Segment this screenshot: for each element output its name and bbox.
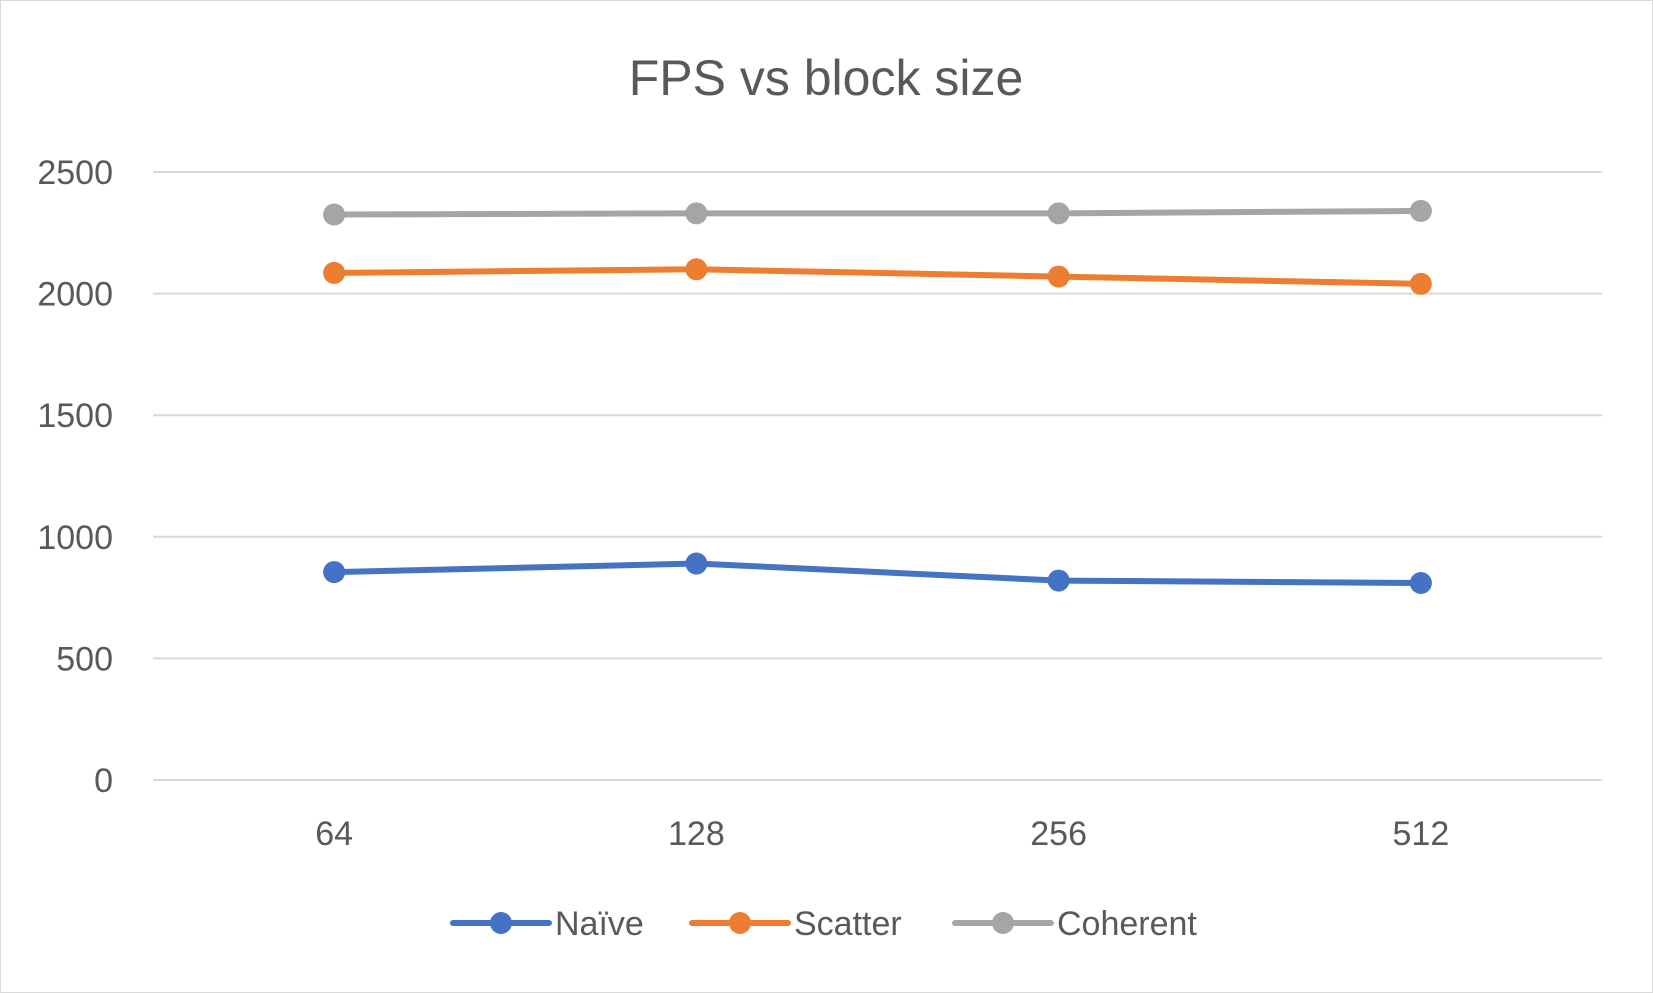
legend-dot-marker <box>729 912 751 934</box>
y-tick-label: 1000 <box>37 519 113 557</box>
legend-item-scatter: Scatter <box>689 905 902 943</box>
data-point <box>323 561 346 584</box>
series-line <box>331 207 1424 218</box>
data-point <box>1409 199 1432 222</box>
series-coherent <box>323 199 1432 226</box>
series-scatter <box>323 258 1432 295</box>
data-point <box>1047 569 1070 592</box>
x-tick-label: 256 <box>1030 815 1087 853</box>
data-point <box>323 203 346 226</box>
chart-title: FPS vs block size <box>629 50 1024 106</box>
series-line <box>331 560 1424 587</box>
legend-item-coherent: Coherent <box>952 905 1197 943</box>
data-point <box>323 261 346 284</box>
y-axis-tick-labels: 0 500 1000 1500 2000 2500 <box>37 154 113 800</box>
legend-item-naïve: Naïve <box>450 905 644 943</box>
legend-dot-marker <box>992 912 1014 934</box>
x-tick-label: 64 <box>315 815 353 853</box>
x-tick-label: 512 <box>1393 815 1450 853</box>
data-point <box>1047 265 1070 288</box>
series-lines <box>323 199 1432 595</box>
y-tick-label: 1500 <box>37 397 113 435</box>
legend: Naïve Scatter Coherent <box>450 905 1197 943</box>
series-naïve <box>323 552 1432 595</box>
x-tick-label: 128 <box>668 815 725 853</box>
y-tick-label: 2000 <box>37 276 113 314</box>
data-point <box>685 258 708 281</box>
y-tick-label: 2500 <box>37 154 113 192</box>
legend-label: Coherent <box>1057 905 1197 943</box>
data-point <box>685 552 708 575</box>
y-tick-label: 500 <box>56 640 113 678</box>
data-point <box>1409 572 1432 595</box>
y-tick-label: 0 <box>94 762 113 800</box>
legend-label: Naïve <box>555 905 644 943</box>
data-point <box>1047 202 1070 225</box>
series-line <box>331 266 1424 287</box>
data-point <box>1409 272 1432 295</box>
data-point <box>685 202 708 225</box>
legend-label: Scatter <box>794 905 902 943</box>
x-axis-tick-labels: 64 128 256 512 <box>315 815 1449 853</box>
gridlines <box>153 171 1602 781</box>
legend-dot-marker <box>490 912 512 934</box>
